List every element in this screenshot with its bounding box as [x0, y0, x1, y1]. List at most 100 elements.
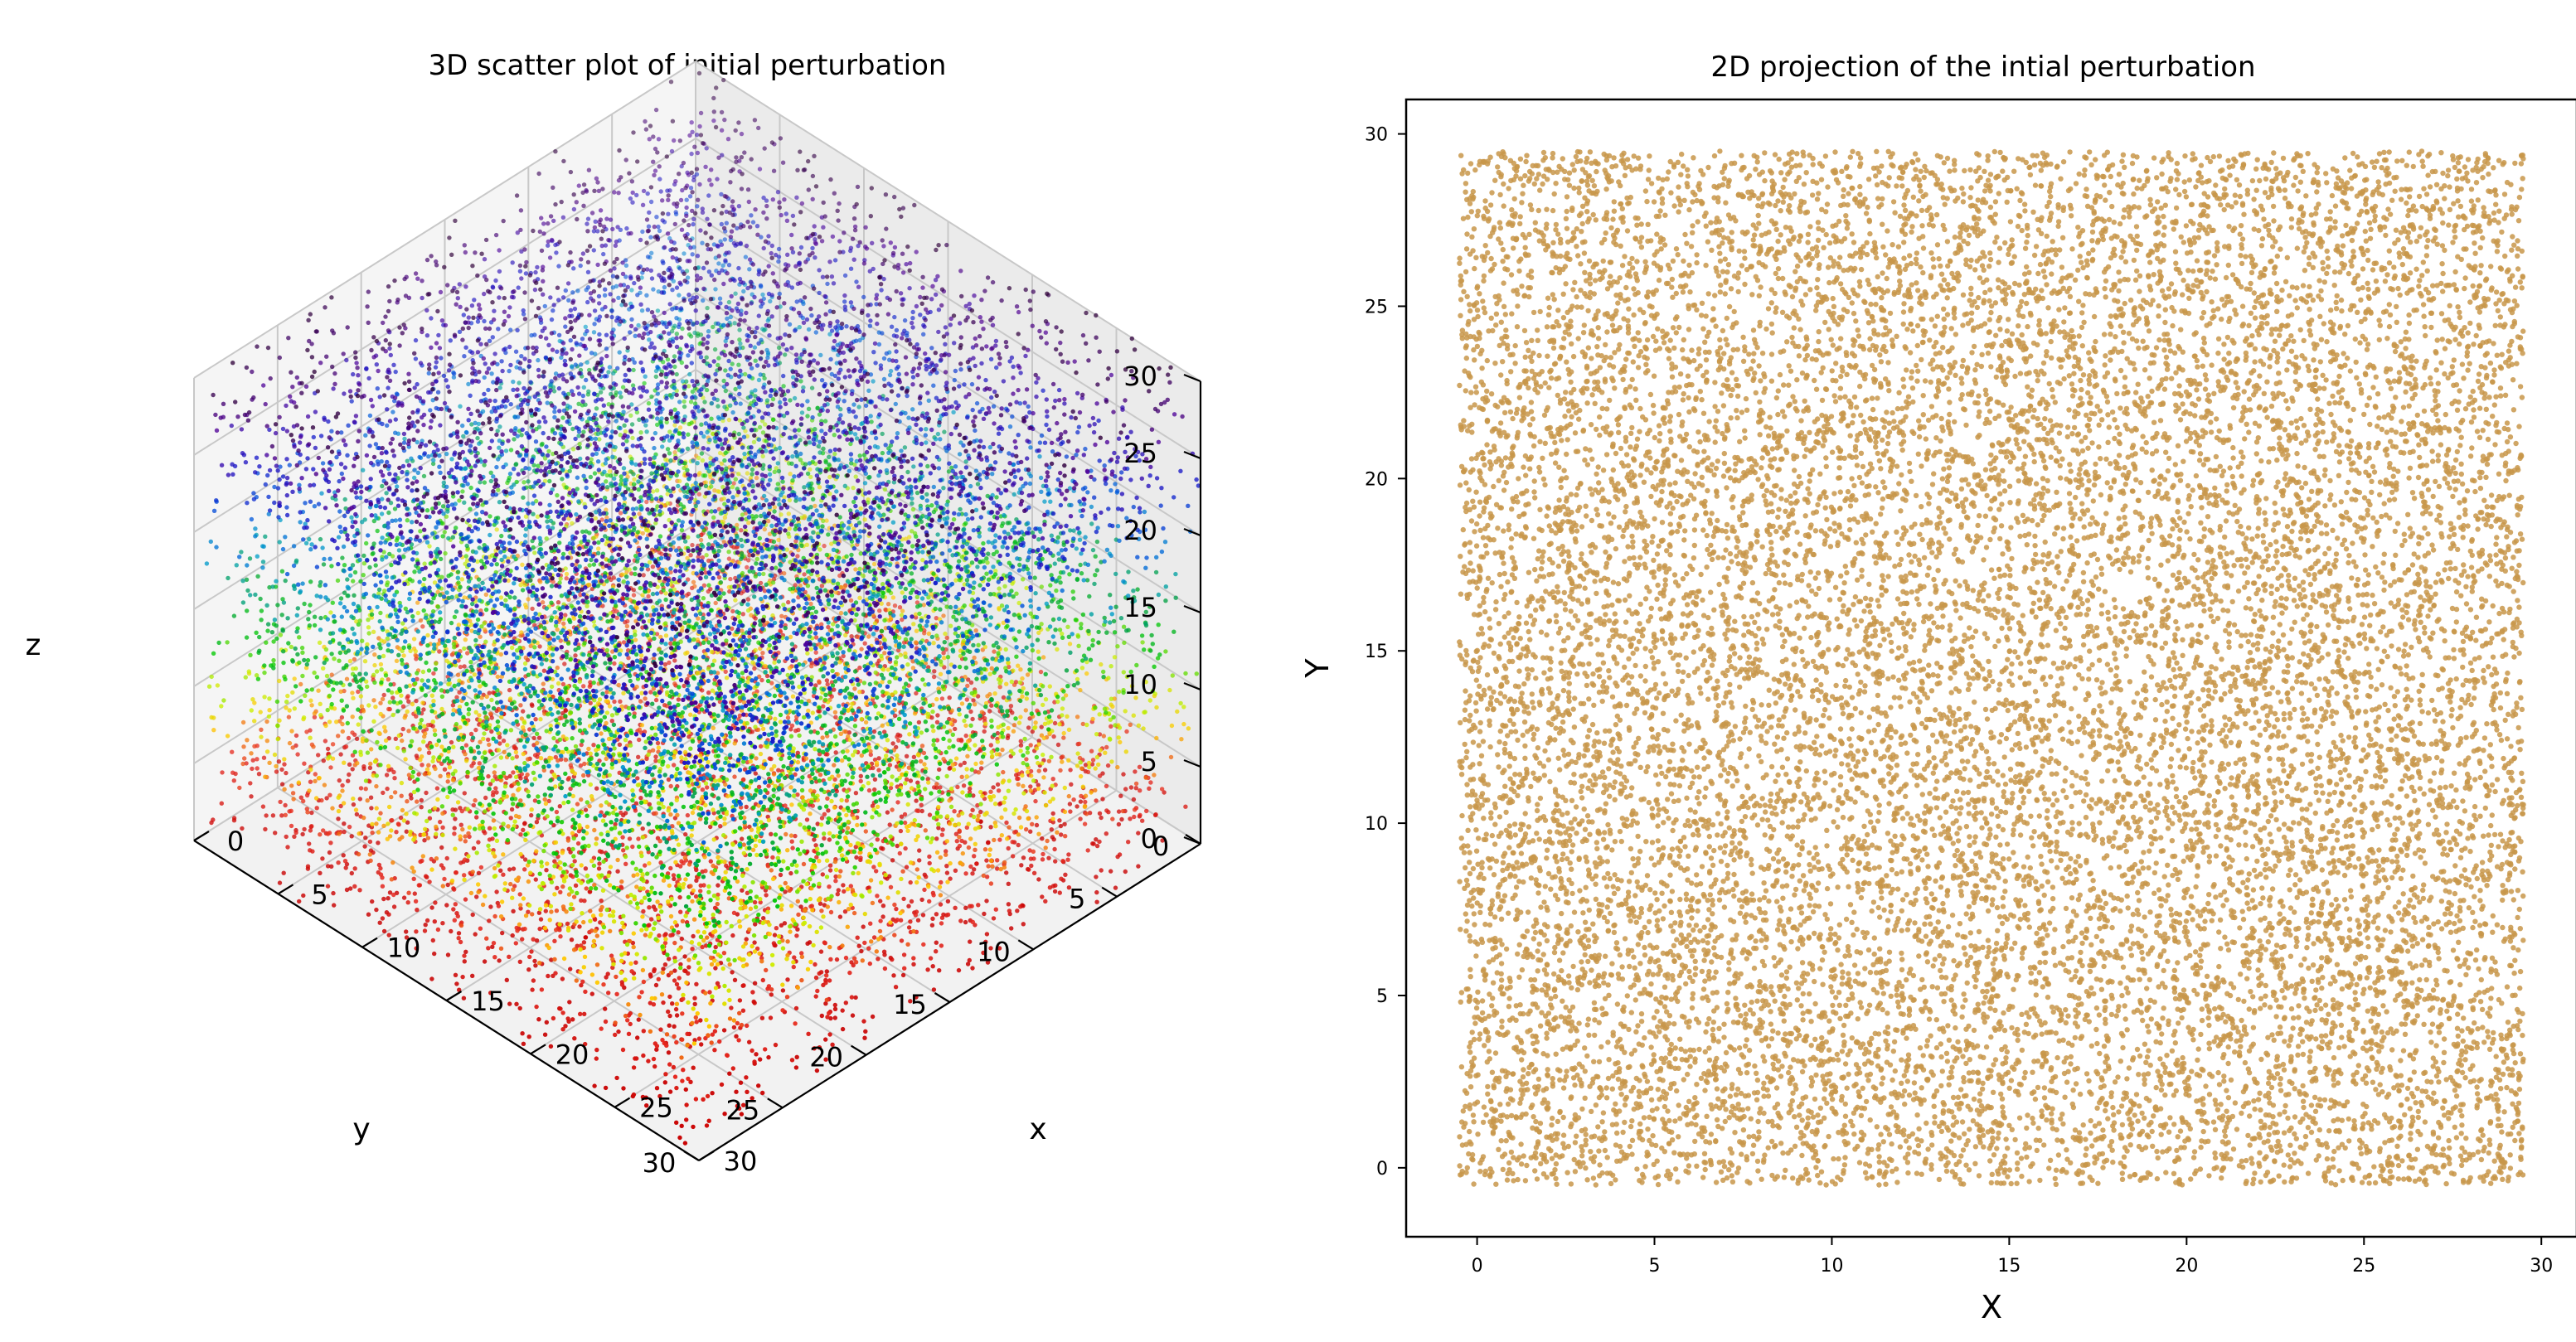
data-point — [713, 287, 717, 291]
data-point — [813, 224, 817, 228]
data-point — [541, 221, 546, 225]
data-point — [826, 579, 830, 583]
data-point — [792, 307, 796, 311]
data-point — [1039, 670, 1043, 674]
data-point — [519, 630, 523, 634]
data-point — [779, 136, 783, 140]
data-point — [638, 285, 643, 289]
data-point — [579, 362, 583, 366]
data-point — [794, 196, 798, 200]
data-point — [598, 223, 602, 227]
data-point — [530, 607, 534, 611]
data-point — [649, 185, 653, 189]
data-point — [911, 310, 915, 314]
data-point — [782, 571, 786, 575]
data-point — [533, 270, 537, 274]
data-point — [734, 477, 738, 481]
data-point — [756, 342, 760, 346]
data-point — [573, 653, 577, 657]
data-point — [871, 379, 875, 383]
data-point — [854, 474, 858, 478]
data-point — [952, 517, 956, 521]
data-point — [642, 573, 646, 577]
data-point — [651, 489, 655, 493]
data-point — [592, 248, 596, 252]
data-point — [643, 325, 647, 329]
data-point — [599, 237, 604, 241]
data-point — [882, 377, 886, 381]
data-point — [721, 323, 725, 327]
data-point — [776, 284, 780, 288]
data-point — [669, 80, 673, 84]
data-point — [747, 267, 751, 271]
data-point — [536, 172, 541, 176]
data-point — [586, 285, 590, 289]
data-point — [684, 214, 688, 218]
data-point — [521, 709, 525, 713]
data-point — [644, 293, 648, 298]
data-point — [484, 238, 488, 242]
data-point — [570, 259, 574, 264]
data-point — [905, 470, 910, 474]
data-point — [584, 325, 588, 329]
data-point — [666, 447, 670, 451]
data-point — [391, 409, 395, 414]
data-point — [879, 288, 883, 292]
data-point — [483, 627, 487, 632]
data-point — [667, 429, 672, 434]
data-point — [814, 651, 818, 655]
data-point — [822, 544, 826, 548]
data-point — [720, 243, 724, 247]
data-point — [672, 365, 677, 369]
data-point — [1056, 743, 1060, 747]
data-point — [564, 709, 568, 713]
data-point — [866, 634, 871, 638]
data-point — [699, 332, 703, 337]
data-point — [675, 201, 679, 206]
data-point — [729, 367, 733, 371]
data-point — [793, 396, 797, 400]
data-point — [689, 400, 693, 404]
data-point — [911, 507, 915, 511]
data-point — [631, 130, 635, 134]
data-point — [616, 191, 620, 195]
data-point — [821, 519, 825, 523]
data-point — [443, 530, 447, 534]
data-point — [683, 186, 687, 190]
data-point — [721, 78, 725, 82]
data-point — [740, 155, 744, 159]
data-point — [680, 528, 684, 532]
data-point — [722, 405, 726, 409]
data-point — [817, 485, 822, 489]
data-point — [610, 227, 614, 231]
data-point — [439, 290, 443, 294]
data-point — [785, 219, 789, 223]
data-point — [771, 271, 775, 275]
data-point — [570, 290, 575, 294]
data-point — [756, 126, 760, 130]
data-point — [720, 222, 724, 226]
data-point — [521, 496, 525, 500]
data-point — [587, 168, 591, 172]
data-point — [903, 411, 907, 415]
data-point — [644, 127, 648, 131]
data-point — [661, 261, 665, 265]
data-point — [917, 720, 921, 724]
data-point — [542, 669, 546, 673]
data-point — [491, 285, 495, 289]
data-point — [822, 294, 827, 298]
data-point — [462, 312, 466, 317]
data-point — [849, 300, 853, 304]
data-point — [705, 388, 709, 392]
data-point — [724, 251, 728, 255]
data-point — [987, 709, 992, 713]
data-point — [477, 442, 481, 446]
data-point — [401, 705, 405, 709]
data-point — [632, 482, 636, 487]
data-point — [760, 327, 764, 331]
data-point — [750, 468, 754, 472]
data-point — [810, 246, 814, 250]
data-point — [483, 257, 487, 261]
data-point — [741, 289, 745, 293]
data-point — [770, 244, 774, 248]
